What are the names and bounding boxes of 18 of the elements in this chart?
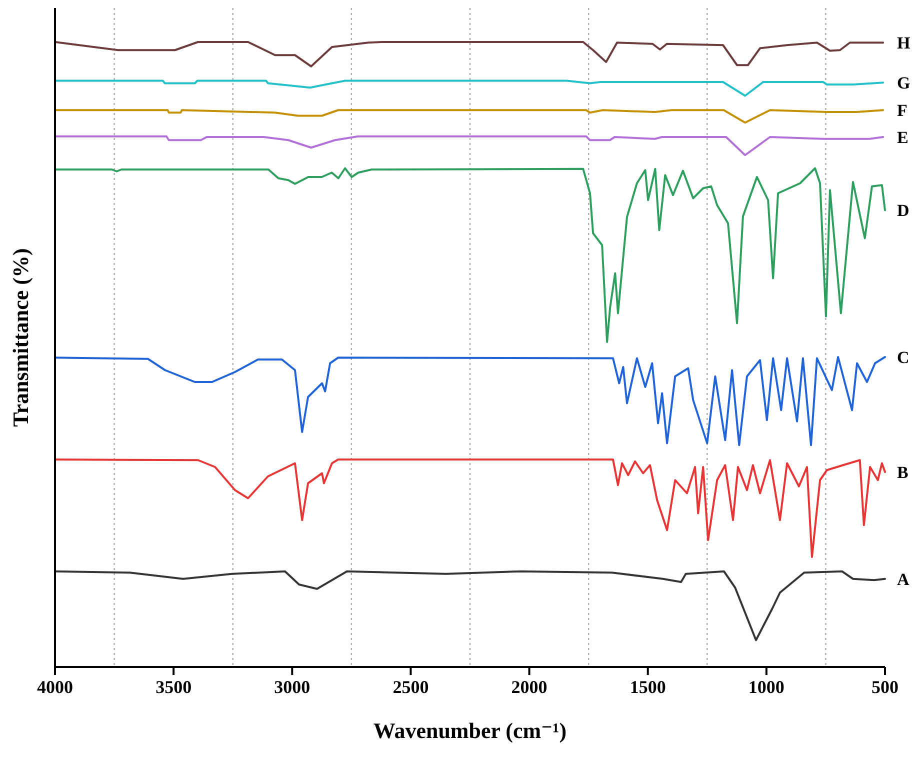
x-tick-label: 500 — [872, 677, 898, 697]
x-tick-label: 1000 — [748, 677, 784, 697]
series-label: E — [897, 128, 908, 147]
series-label: D — [897, 201, 910, 220]
series-label: H — [897, 34, 910, 53]
x-tick-label: 3500 — [156, 677, 192, 697]
series-label: C — [897, 348, 910, 367]
series-label: F — [897, 101, 908, 120]
x-axis-title: Wavenumber (cm⁻¹) — [373, 718, 567, 743]
x-tick-label: 1500 — [630, 677, 666, 697]
x-tick-label: 3000 — [274, 677, 310, 697]
y-axis-title: Transmittance (%) — [8, 248, 33, 427]
series-label: B — [897, 462, 908, 482]
x-tick-label: 2500 — [392, 677, 429, 697]
x-tick-label: 4000 — [37, 677, 73, 697]
x-tick-label: 2000 — [511, 677, 548, 697]
series-label: G — [897, 74, 910, 93]
series-label: A — [897, 570, 910, 589]
